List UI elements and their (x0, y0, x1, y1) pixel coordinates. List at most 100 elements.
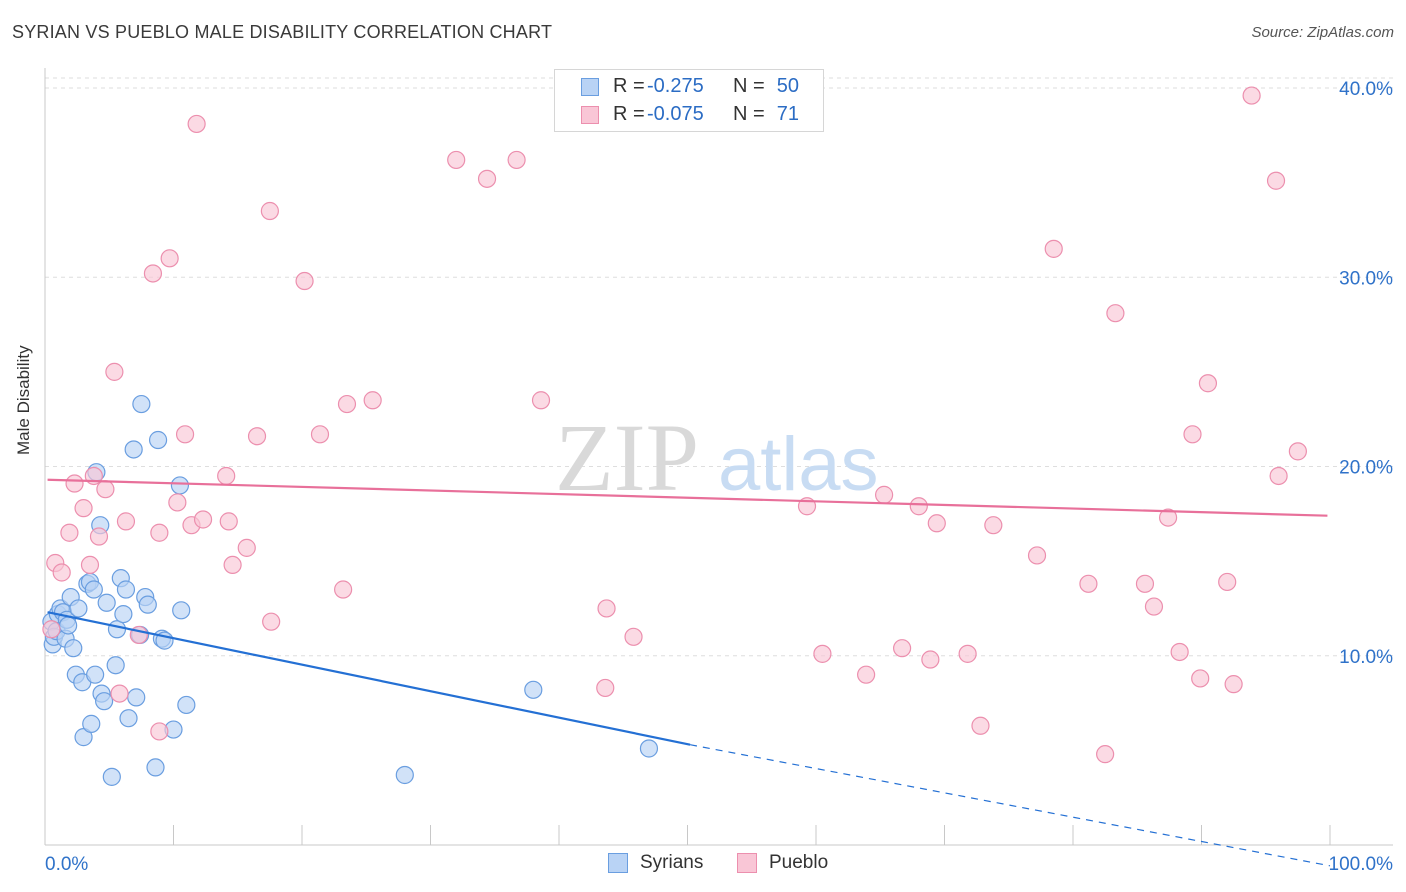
syrians-point (69, 599, 88, 618)
pueblo-point (337, 394, 357, 414)
pueblo-point (892, 639, 912, 658)
pueblo-point (187, 114, 206, 134)
syrians-point (395, 765, 414, 785)
pueblo-point (42, 620, 61, 639)
pueblo-swatch (581, 106, 599, 124)
syrians-point (95, 692, 114, 711)
pueblo-point (217, 466, 236, 486)
watermark-atlas: atlas (718, 422, 879, 507)
pueblo-point (1170, 642, 1189, 662)
syrians-point (82, 714, 101, 733)
syrians-point (148, 430, 168, 450)
stats-row-syrians: R = -0.275 N = 50 (555, 73, 823, 101)
pueblo-point (1079, 574, 1098, 593)
pueblo-point (116, 512, 136, 531)
pueblo-point (150, 523, 169, 542)
pueblo-point (596, 678, 615, 698)
pueblo-point (857, 665, 876, 684)
pueblo-point (80, 555, 100, 575)
pueblo-point (105, 362, 124, 381)
pueblo-point (1266, 171, 1286, 190)
pueblo-point (175, 425, 195, 444)
syrians-point (127, 688, 146, 707)
pueblo-point (1269, 466, 1288, 486)
pueblo-point (1288, 442, 1307, 461)
x-tick-label: 100.0% (1329, 854, 1394, 875)
syrians-point (102, 767, 121, 786)
pueblo-point (1198, 374, 1218, 393)
syrians-point (170, 476, 190, 495)
pueblo-point (334, 580, 353, 599)
source-label: Source: ZipAtlas.com (1251, 24, 1394, 41)
pueblo-point (150, 722, 169, 741)
syrians-trend-line (47, 611, 691, 746)
watermark: ZIP atlas (555, 404, 879, 511)
pueblo-point (96, 480, 115, 499)
watermark-zip: ZIP (555, 404, 699, 511)
pueblo-point (984, 516, 1003, 535)
pueblo-point (363, 391, 382, 410)
pueblo-point (295, 271, 314, 291)
stats-box: R = -0.275 N = 50 R = -0.075 N = 71 (554, 69, 824, 132)
pueblo-point (310, 425, 330, 444)
pueblo-trend-line (47, 478, 1328, 517)
legend-label: Pueblo (769, 852, 829, 873)
pueblo-point (65, 474, 84, 493)
r-value: -0.275 (647, 75, 704, 97)
pueblo-point (193, 510, 213, 529)
syrians-point (172, 601, 191, 620)
y-tick-label: 40.0% (1339, 79, 1393, 100)
syrians-point (97, 593, 116, 612)
trend-lines (47, 478, 1331, 867)
n-label: N = (733, 75, 765, 97)
syrians-point (116, 580, 136, 599)
syrians-point (84, 580, 103, 599)
pueblo-point (875, 485, 894, 504)
n-label: N = (733, 103, 765, 125)
pueblo-point (1106, 304, 1125, 323)
legend-label: Syrians (640, 852, 704, 873)
pueblo-point (262, 612, 281, 631)
syrians-point (86, 665, 105, 684)
pueblo-point (160, 249, 179, 268)
y-axis-label: Male Disability (14, 345, 33, 455)
pueblo-point (1242, 86, 1261, 105)
syrians-point (64, 639, 83, 658)
pueblo-point (1191, 669, 1210, 688)
syrians-point (132, 394, 151, 414)
syrians-point (524, 680, 543, 699)
pueblo-point (1044, 239, 1063, 258)
pueblo-point (168, 493, 187, 512)
y-tick-label: 20.0% (1339, 458, 1393, 479)
pueblo-point (1027, 546, 1047, 565)
syrians-point (114, 605, 133, 624)
syrians-point (639, 739, 659, 758)
pueblo-point (597, 599, 616, 618)
r-label: R = (613, 103, 645, 125)
n-value: 71 (776, 103, 799, 125)
y-tick-label: 10.0% (1339, 647, 1393, 668)
syrians-point (124, 440, 143, 459)
gridlines (45, 77, 1393, 657)
data-points (42, 86, 1307, 786)
pueblo-point (1158, 508, 1178, 527)
pueblo-point (247, 427, 267, 446)
stats-row-pueblo: R = -0.075 N = 71 (555, 101, 823, 129)
axes (44, 68, 1393, 846)
pueblo-point (52, 563, 71, 582)
x-tick-label: 0.0% (45, 854, 88, 875)
pueblo-point (260, 201, 279, 221)
pueblo-point (74, 499, 93, 518)
pueblo-point (237, 538, 256, 557)
syrians-trend-extension (689, 744, 1331, 867)
r-label: R = (613, 75, 645, 97)
pueblo-point (921, 650, 940, 669)
pueblo-point (507, 150, 526, 170)
pueblo-point (223, 555, 242, 575)
y-tick-label: 30.0% (1339, 268, 1393, 289)
syrians-legend-swatch (608, 853, 628, 873)
pueblo-point (219, 512, 238, 531)
pueblo-point (813, 644, 832, 663)
syrians-point (107, 620, 127, 639)
pueblo-point (89, 527, 109, 546)
